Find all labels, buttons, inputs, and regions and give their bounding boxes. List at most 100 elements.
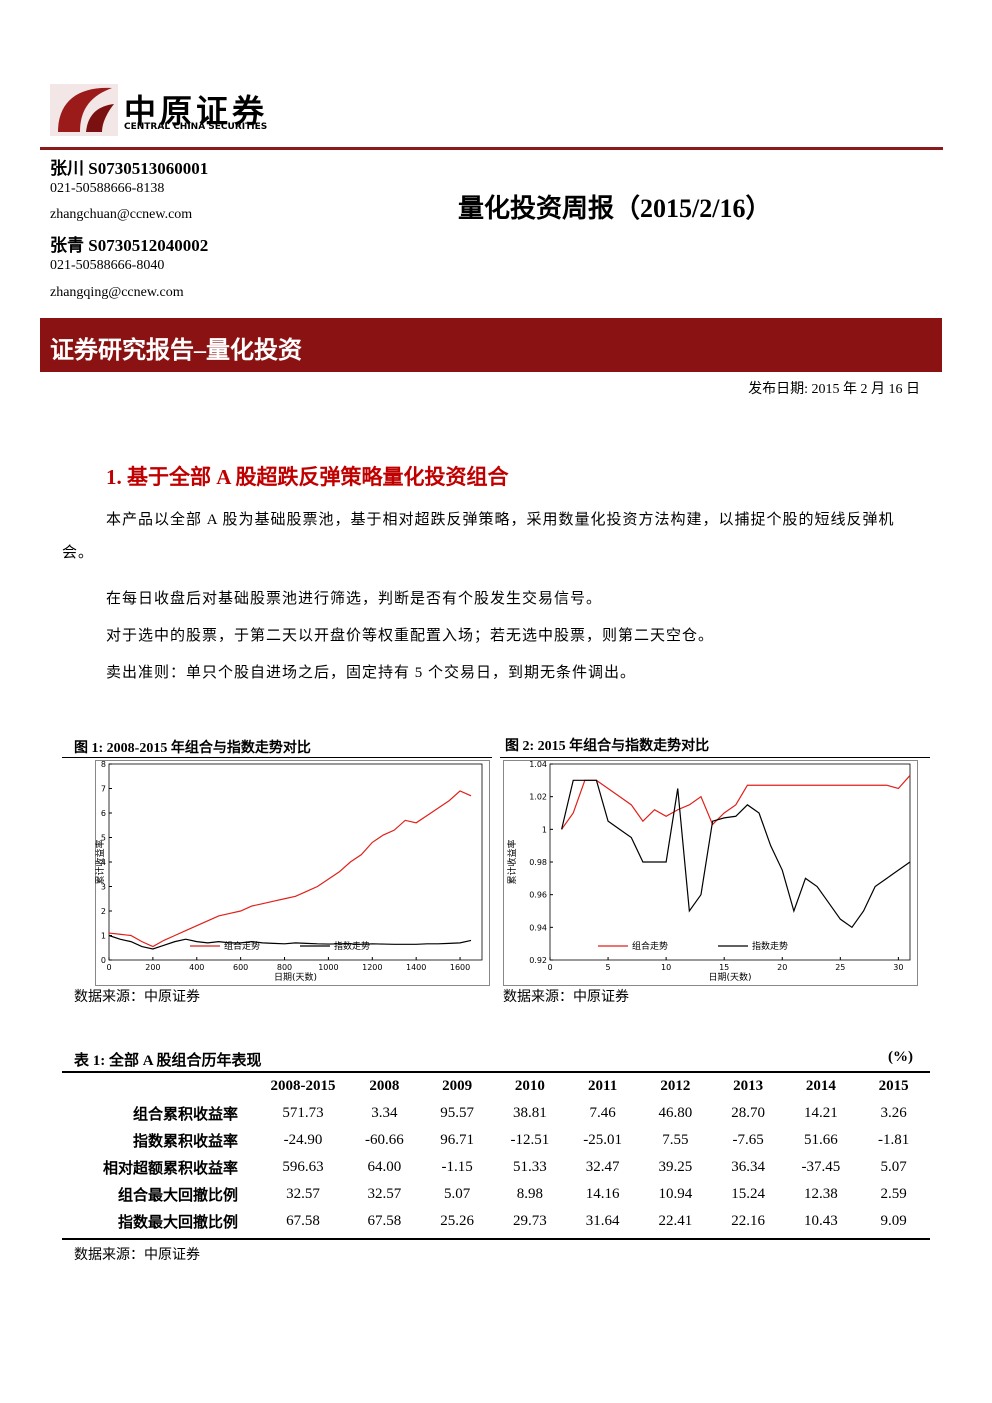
legend-label: 指数走势 [334, 940, 370, 952]
x-tick-label: 20 [777, 963, 787, 972]
author-name: 张川 S0730513060001 [50, 159, 209, 178]
cell: 571.73 [282, 1105, 324, 1121]
cell: 10.94 [658, 1186, 693, 1202]
series-line [561, 775, 911, 830]
table-unit: (%) [888, 1049, 913, 1065]
table-rule [62, 1071, 930, 1073]
cell: 95.57 [440, 1105, 474, 1121]
data-table: 2008-2015 2008 2009 2010 2011 2012 2013 2014 201… [62, 1073, 930, 1235]
y-tick-label: 5 [101, 834, 106, 843]
cell: -7.65 [732, 1132, 764, 1148]
chart: 0.92 0.94 0.96 0.98 1 1.02 1.04 0 5 10 15 20 25 30 日期(… [503, 760, 918, 986]
chart-frame [95, 760, 490, 986]
table-rule [62, 1238, 930, 1240]
cell: 39.25 [658, 1159, 693, 1175]
caption-rule [500, 757, 930, 758]
cell: 29.73 [513, 1213, 547, 1229]
header-rule [40, 147, 943, 150]
row-label: 指数累积收益率 [132, 1134, 238, 1150]
x-tick-label: 25 [835, 963, 845, 972]
paragraph: 在每日收盘后对基础股票池进行筛选，判断是否有个股发生交易信号。 [106, 591, 603, 607]
logo-subtext: CENTRAL CHINA SECURITIES [124, 122, 268, 132]
table-row: 指数累积收益率 -24.90 -60.66 96.71 -12.51 -25.01 7.55… [62, 1127, 930, 1154]
author-email: zhangqing@ccnew.com [50, 285, 184, 300]
x-tick-label: 10 [661, 963, 671, 972]
cell: 596.63 [282, 1159, 324, 1175]
plot-area [549, 763, 911, 961]
logo-icon [50, 84, 118, 136]
table-row: 指数最大回撤比例 67.58 67.58 25.26 29.73 31.64 22.41 22… [62, 1208, 930, 1235]
cell: -25.01 [583, 1132, 622, 1148]
header-cell: 2008-2015 [270, 1078, 336, 1094]
cell: -1.81 [878, 1132, 910, 1148]
series-line [108, 934, 472, 950]
x-tick-label: 30 [893, 963, 903, 972]
x-tick-label: 15 [719, 963, 729, 972]
paragraph: 本产品以全部 A 股为基础股票池，基于相对超跌反弹策略，采用数量化投资方法构建，… [62, 512, 895, 561]
x-tick-label: 0 [106, 963, 111, 972]
logo-shape [86, 104, 114, 132]
y-tick-label: 1.02 [529, 793, 547, 802]
x-tick-label: 800 [277, 963, 292, 972]
cell: 38.81 [513, 1105, 547, 1121]
logo-shape [58, 87, 112, 132]
y-tick-label: 0.94 [529, 923, 547, 932]
y-tick-label: 1 [542, 825, 547, 834]
x-axis-label: 日期(天数) [708, 971, 751, 983]
cell: 46.80 [658, 1105, 693, 1121]
header-cell: 2011 [588, 1078, 618, 1094]
cell: -12.51 [510, 1132, 550, 1148]
y-tick-label: 0.98 [529, 858, 547, 867]
x-tick-label: 1400 [406, 963, 426, 972]
x-tick-label: 5 [606, 963, 611, 972]
header-cell: 2013 [733, 1078, 764, 1094]
cell: 51.66 [804, 1132, 838, 1148]
cell: 5.07 [880, 1159, 907, 1175]
banner: 证券研究报告–量化投资 [40, 318, 942, 372]
figure-caption: 图 1: 2008-2015 年组合与指数走势对比 [74, 741, 311, 756]
legend-label: 组合走势 [632, 940, 668, 952]
cell: -24.90 [283, 1132, 323, 1148]
publish-date: 发布日期: 2015 年 2 月 16 日 [748, 382, 920, 397]
cell: 14.21 [804, 1105, 838, 1121]
y-tick-label: 1 [101, 932, 106, 941]
header-cell [62, 1073, 258, 1100]
cell: 32.57 [367, 1186, 402, 1202]
cell: 51.33 [513, 1159, 547, 1175]
figure-source: 数据来源：中原证券 [503, 990, 629, 1005]
x-tick-label: 400 [189, 963, 204, 972]
x-tick-label: 600 [233, 963, 248, 972]
y-axis-label: 累计收益率 [506, 839, 518, 884]
author-email: zhangchuan@ccnew.com [50, 207, 193, 222]
author-phone: 021-50588666-8138 [50, 181, 165, 196]
x-tick-label: 200 [145, 963, 160, 972]
cell: 3.26 [880, 1105, 907, 1121]
author-name: 张青 S0730512040002 [50, 236, 209, 255]
chart-frame [503, 760, 918, 986]
cell: 96.71 [440, 1132, 474, 1148]
table-header: 2008-2015 2008 2009 2010 2011 2012 2013 2014 201… [62, 1073, 930, 1100]
figure-source: 数据来源：中原证券 [74, 990, 200, 1005]
cell: 12.38 [804, 1186, 838, 1202]
table-source: 数据来源：中原证券 [74, 1248, 200, 1263]
cell: 22.41 [658, 1213, 693, 1229]
y-tick-label: 0.96 [529, 891, 547, 900]
x-axis-label: 日期(天数) [274, 971, 317, 983]
cell: 10.43 [804, 1213, 838, 1229]
caption-rule [62, 757, 492, 758]
chart: 0 1 2 3 4 5 6 7 8 0 200 400 600 800 1000 1200 1400 1600 日期… [95, 760, 490, 986]
header-cell: 2010 [514, 1078, 545, 1094]
cell: 14.16 [585, 1186, 620, 1202]
header-cell: 2012 [660, 1078, 691, 1094]
banner-text: 证券研究报告–量化投资 [50, 338, 302, 364]
y-axis-label: 累计收益率 [95, 839, 106, 884]
cell: -1.15 [441, 1159, 473, 1175]
y-tick-label: 3 [101, 883, 106, 892]
cell: 28.70 [731, 1105, 765, 1121]
legend-label: 指数走势 [752, 940, 788, 952]
paragraph: 对于选中的股票，于第二天以开盘价等权重配置入场；若无选中股票，则第二天空仓。 [106, 628, 715, 644]
cell: 25.26 [440, 1213, 474, 1229]
cell: 3.34 [371, 1105, 398, 1121]
cell: 31.64 [585, 1213, 620, 1229]
